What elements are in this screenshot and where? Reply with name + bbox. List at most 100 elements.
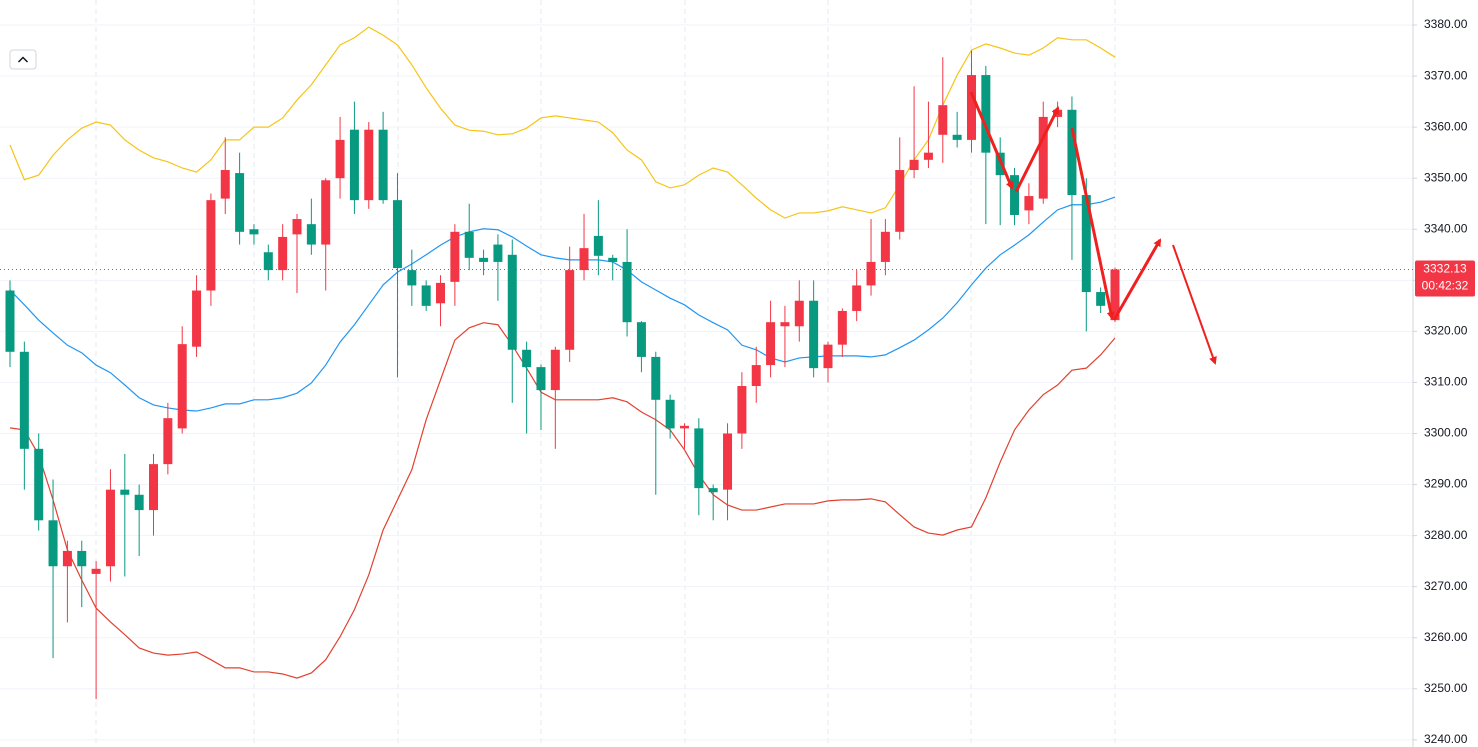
candle-body: [966, 75, 976, 140]
candle-body: [1038, 116, 1048, 199]
y-tick-label: 3240.00: [1424, 732, 1468, 746]
y-tick-label: 3300.00: [1424, 426, 1468, 440]
candle-body: [780, 322, 790, 327]
candle-body: [938, 105, 948, 135]
arrow: [1070, 127, 1115, 320]
y-tick-label: 3250.00: [1424, 681, 1468, 695]
candle-body: [62, 550, 72, 567]
y-tick-label: 3380.00: [1424, 17, 1468, 31]
y-tick-label: 3320.00: [1424, 324, 1468, 338]
candle-body: [48, 520, 58, 567]
candle-body: [134, 494, 144, 511]
candle-body: [392, 200, 402, 269]
candle-body: [723, 433, 733, 490]
y-tick-label: 3360.00: [1424, 119, 1468, 133]
y-tick-label: 3370.00: [1424, 68, 1468, 82]
candle-body: [679, 425, 689, 429]
candle-body: [522, 349, 532, 368]
y-tick-label: 3270.00: [1424, 579, 1468, 593]
arrow: [1172, 244, 1217, 365]
candle-body: [91, 568, 101, 574]
candle-body: [823, 344, 833, 369]
candle-body: [220, 170, 230, 199]
last-price-box: [1415, 260, 1475, 297]
candle-body: [565, 270, 575, 350]
candle-body: [837, 310, 847, 345]
candle-body: [1024, 196, 1034, 211]
y-tick-label: 3340.00: [1424, 221, 1468, 235]
candle-body: [335, 139, 345, 179]
candle-body: [450, 231, 460, 282]
candle-body: [852, 285, 862, 311]
candle-body: [766, 322, 776, 366]
candle-body: [105, 489, 115, 567]
candle-body: [622, 261, 632, 323]
y-tick-label: 3290.00: [1424, 477, 1468, 491]
candle-body: [149, 464, 159, 511]
candle-body: [77, 550, 87, 567]
drawn-arrows: [969, 91, 1217, 365]
candle-body: [235, 173, 245, 232]
candles: [5, 50, 1120, 700]
candle-body: [708, 488, 718, 493]
band-line: [9, 322, 1116, 679]
candle-body: [809, 300, 819, 369]
candle-body: [1110, 269, 1120, 321]
collapse-icon: [17, 56, 29, 63]
candle-body: [1067, 109, 1077, 196]
candle-body: [579, 248, 589, 271]
last-price-label: 3332.13: [1423, 262, 1467, 276]
y-tick-label: 3260.00: [1424, 630, 1468, 644]
arrow: [969, 91, 1014, 190]
candle-body: [120, 489, 130, 495]
candle-body: [321, 180, 331, 245]
candle-body: [5, 290, 15, 352]
candle-body: [866, 261, 876, 286]
candle-body: [493, 244, 503, 262]
candle-body: [507, 254, 517, 350]
candle-body: [192, 290, 202, 347]
candle-body: [278, 236, 288, 271]
candle-body: [737, 386, 747, 434]
candle-body: [34, 448, 44, 521]
candle-body: [895, 170, 905, 232]
candle-body: [909, 159, 919, 171]
arrow: [1112, 238, 1162, 321]
candle-body: [694, 428, 704, 489]
candle-body: [464, 231, 474, 258]
candle-body: [1010, 175, 1020, 215]
candle-body: [536, 367, 546, 391]
candle-body: [378, 129, 388, 201]
band-line: [9, 26, 1116, 219]
candle-body: [421, 285, 431, 306]
bands: [9, 26, 1116, 679]
candle-body: [349, 129, 359, 201]
collapse-button[interactable]: [9, 49, 37, 70]
arrow: [1014, 106, 1060, 193]
candle-body: [306, 224, 316, 245]
band-line: [9, 196, 1116, 412]
collapse-button-box[interactable]: [9, 49, 37, 70]
candle-body: [981, 75, 991, 153]
candle-body: [952, 134, 962, 140]
candle-body: [880, 231, 890, 262]
candle-body: [364, 129, 374, 201]
candle-body: [751, 365, 761, 387]
candle-body: [292, 219, 302, 235]
candle-body: [651, 356, 661, 400]
candle-body: [1096, 292, 1106, 306]
candle-body: [550, 349, 560, 391]
countdown-label: 00:42:32: [1422, 279, 1469, 293]
candle-body: [436, 282, 446, 304]
y-tick-label: 3280.00: [1424, 528, 1468, 542]
candle-body: [479, 257, 489, 262]
candle-body: [1081, 195, 1091, 293]
y-tick-label: 3350.00: [1424, 170, 1468, 184]
price-axis: 3240.00 3250.00 3260.00 3270.00 3280.00 3290.…: [0, 17, 1475, 746]
candle-body: [665, 399, 675, 429]
candle-body: [249, 229, 259, 235]
candle-body: [177, 344, 187, 429]
candle-body: [19, 351, 29, 449]
